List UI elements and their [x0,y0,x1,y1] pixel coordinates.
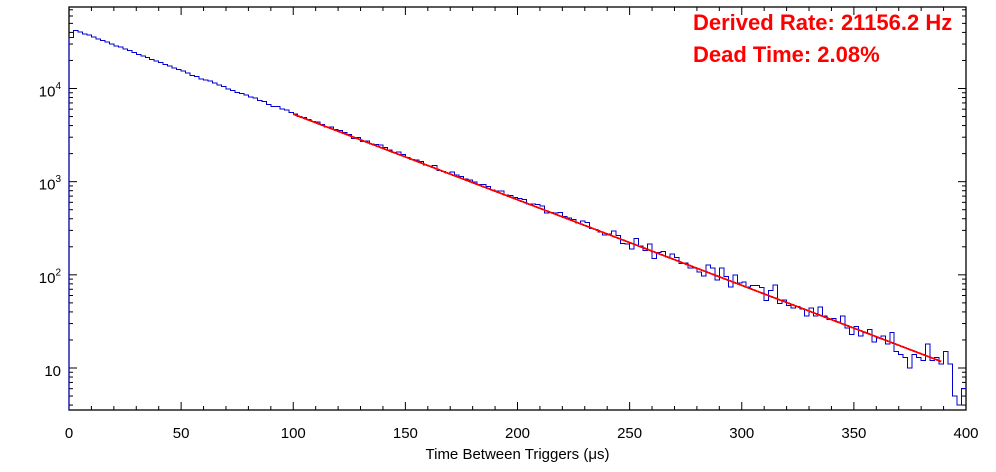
svg-text:Derived Rate: 21156.2 Hz: Derived Rate: 21156.2 Hz [693,10,952,35]
svg-text:100: 100 [281,425,306,442]
svg-text:10: 10 [44,363,61,380]
svg-text:0: 0 [65,425,73,442]
svg-text:250: 250 [617,425,642,442]
svg-text:200: 200 [505,425,530,442]
svg-text:300: 300 [729,425,754,442]
svg-text:400: 400 [953,425,978,442]
svg-text:150: 150 [393,425,418,442]
svg-text:50: 50 [173,425,190,442]
svg-text:Dead Time: 2.08%: Dead Time: 2.08% [693,42,880,67]
svg-text:Time Between Triggers (μs): Time Between Triggers (μs) [426,446,610,463]
svg-text:350: 350 [841,425,866,442]
